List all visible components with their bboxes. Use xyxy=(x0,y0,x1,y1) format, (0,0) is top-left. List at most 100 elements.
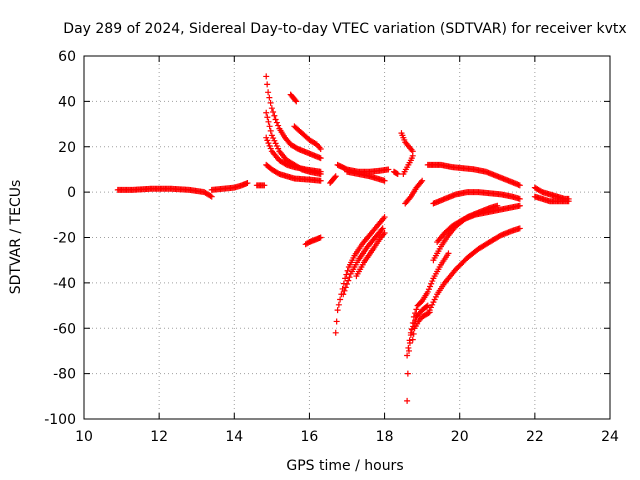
data-point xyxy=(265,118,272,125)
series-drop-16.0 xyxy=(302,234,324,248)
series-upper-19.1 xyxy=(424,161,523,189)
data-point xyxy=(410,330,417,337)
data-point xyxy=(263,109,270,116)
data-point xyxy=(264,81,271,88)
data-point xyxy=(405,347,412,354)
data-point xyxy=(270,135,277,142)
series-spike-c xyxy=(263,134,324,175)
data-point xyxy=(343,271,350,278)
data-point xyxy=(317,155,324,162)
data-point xyxy=(334,307,341,314)
y-tick-label: -100 xyxy=(44,412,76,428)
data-point xyxy=(341,287,348,294)
data-point xyxy=(342,275,349,282)
data-point xyxy=(268,105,275,112)
data-point xyxy=(317,168,324,175)
data-point xyxy=(381,214,388,221)
data-point xyxy=(378,226,385,233)
data-point xyxy=(273,142,280,149)
y-tick-label: 20 xyxy=(58,140,76,156)
data-point xyxy=(266,94,273,101)
series-recover-19.3 xyxy=(426,225,523,314)
data-point xyxy=(263,73,270,80)
series-spike-a xyxy=(263,73,324,162)
data-point xyxy=(335,301,342,308)
data-point xyxy=(268,132,275,139)
series-ramp-16.9 xyxy=(340,225,386,298)
data-point xyxy=(432,293,439,300)
data-point xyxy=(430,299,437,306)
y-tick-label: 60 xyxy=(58,49,76,65)
data-point xyxy=(337,296,344,303)
series-recover-19.6 xyxy=(434,202,523,246)
series-ramp-18.75-c xyxy=(409,309,433,343)
data-point xyxy=(272,116,279,123)
series-isolated-14.7 xyxy=(253,182,268,189)
data-point xyxy=(413,306,420,313)
series-ramp-18.6-a xyxy=(404,250,452,404)
data-point xyxy=(516,182,523,189)
data-point xyxy=(431,296,438,303)
plot-border xyxy=(83,55,611,420)
data-point xyxy=(261,182,268,189)
data-point xyxy=(427,283,434,290)
data-point xyxy=(275,122,282,129)
y-tick-label: -60 xyxy=(53,321,76,337)
y-axis-label: SDTVAR / TECUs xyxy=(8,180,24,295)
data-point xyxy=(344,281,350,288)
data-point xyxy=(425,286,432,293)
series-short-16.6 xyxy=(327,173,339,187)
y-tick-label: 0 xyxy=(67,185,76,201)
grid-lines xyxy=(84,56,610,419)
data-point xyxy=(565,198,572,205)
data-point xyxy=(346,274,353,281)
data-point xyxy=(270,108,277,115)
series-mid-plateau-b xyxy=(344,168,388,184)
series-late-18.7-low xyxy=(402,177,426,207)
data-point xyxy=(419,177,426,184)
data-point xyxy=(409,336,416,343)
data-point xyxy=(425,310,432,317)
data-point xyxy=(394,170,401,177)
x-tick-label: 22 xyxy=(526,429,544,445)
series-flat-mid xyxy=(208,180,251,193)
data-point xyxy=(266,123,273,130)
data-point xyxy=(407,329,414,336)
axis-ticks: 10 12 14 16 18 20 22 24 60 40 20 0 -20 -40 -60 -80 -100 xyxy=(44,49,619,445)
data-point xyxy=(271,112,278,119)
data-point xyxy=(408,326,415,333)
x-tick-label: 14 xyxy=(225,429,243,445)
x-tick-label: 20 xyxy=(451,429,469,445)
data-point xyxy=(428,280,435,287)
series-ramp-18.6-b xyxy=(404,302,431,359)
data-point xyxy=(208,193,215,200)
data-point xyxy=(292,97,299,104)
data-point xyxy=(267,99,274,106)
data-point xyxy=(424,288,431,295)
x-tick-label: 10 xyxy=(75,429,93,445)
series-slope-15.7 xyxy=(291,123,324,153)
data-point xyxy=(271,137,278,144)
data-point xyxy=(267,127,274,134)
data-point xyxy=(405,344,412,351)
data-point xyxy=(263,134,270,141)
data-point xyxy=(409,152,416,159)
data-point xyxy=(265,89,272,96)
data-point xyxy=(244,180,251,187)
data-point xyxy=(418,179,425,186)
y-tick-label: -20 xyxy=(53,231,76,247)
y-tick-label: -80 xyxy=(53,367,76,383)
data-point xyxy=(293,98,300,105)
x-axis-label: GPS time / hours xyxy=(286,458,403,474)
data-point xyxy=(342,284,349,291)
data-point xyxy=(344,267,351,274)
data-point xyxy=(516,202,523,209)
x-tick-label: 12 xyxy=(150,429,168,445)
chart-title: Day 289 of 2024, Sidereal Day-to-day VTE… xyxy=(63,21,626,37)
data-point xyxy=(429,278,436,285)
data-point xyxy=(423,303,430,310)
data-point xyxy=(345,277,352,284)
series-late-18.5-up xyxy=(398,130,416,155)
series-lower-19.3 xyxy=(430,189,523,207)
